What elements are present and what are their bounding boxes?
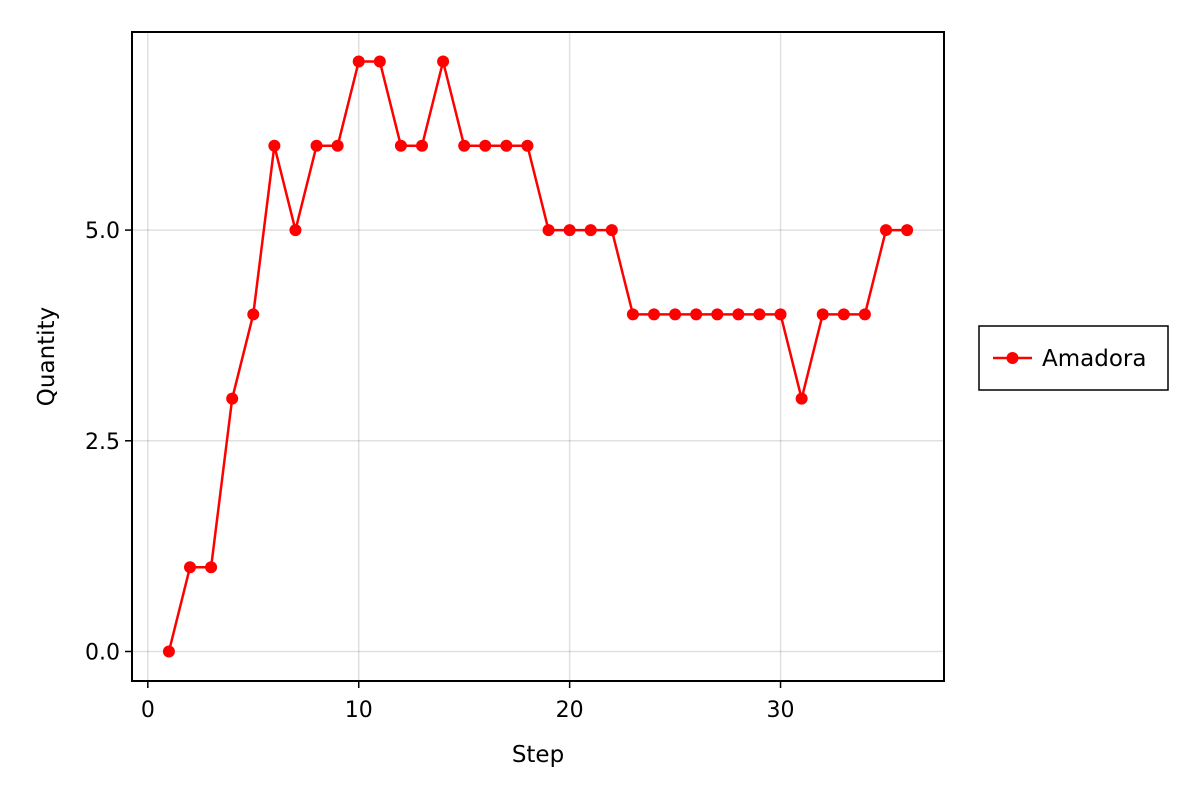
data-point <box>310 139 323 152</box>
data-point <box>394 139 407 152</box>
data-point <box>479 139 492 152</box>
legend-label: Amadora <box>1042 346 1146 372</box>
data-point <box>901 224 914 237</box>
series-points <box>162 55 914 658</box>
data-point <box>226 392 239 405</box>
y-tick-label: 0.0 <box>85 641 120 666</box>
data-point <box>268 139 281 152</box>
data-point <box>247 308 260 321</box>
axis-ticks <box>125 229 782 688</box>
y-tick-label: 5.0 <box>85 219 120 244</box>
data-point <box>711 308 724 321</box>
x-axis-tick-labels: 0 10 20 30 <box>141 698 795 723</box>
data-point <box>521 139 534 152</box>
data-point <box>584 224 597 237</box>
data-point <box>289 224 302 237</box>
data-point <box>500 139 513 152</box>
x-tick-label: 10 <box>345 698 373 723</box>
x-tick-label: 30 <box>767 698 795 723</box>
x-tick-label: 20 <box>556 698 584 723</box>
y-axis-title: Quantity <box>34 307 60 406</box>
data-point <box>542 224 555 237</box>
data-point <box>626 308 639 321</box>
data-point <box>837 308 850 321</box>
x-tick-label: 0 <box>141 698 155 723</box>
series-line <box>167 60 908 652</box>
data-point <box>437 55 450 68</box>
data-point <box>205 561 218 574</box>
data-point <box>648 308 660 321</box>
y-axis-tick-labels: 0.0 2.5 5.0 <box>85 219 120 665</box>
data-point <box>690 308 703 321</box>
data-point <box>795 392 808 405</box>
series-amadora <box>162 55 914 658</box>
data-point <box>816 308 829 321</box>
grid <box>132 32 944 681</box>
y-tick-label: 2.5 <box>85 430 120 455</box>
data-point <box>352 55 365 68</box>
data-point <box>563 224 576 237</box>
legend-marker-swatch <box>1006 352 1019 364</box>
data-point <box>416 139 428 152</box>
data-point <box>162 645 175 658</box>
data-point <box>774 308 787 321</box>
data-point <box>880 224 892 237</box>
data-point <box>373 55 386 68</box>
data-point <box>669 308 682 321</box>
x-axis-title: Step <box>512 742 564 768</box>
data-point <box>184 561 196 574</box>
data-point <box>732 308 745 321</box>
data-point <box>605 224 618 237</box>
data-point <box>858 308 871 321</box>
data-point <box>458 139 471 152</box>
data-point <box>331 139 344 152</box>
plot-area-frame <box>131 31 945 682</box>
data-point <box>753 308 766 321</box>
legend: Amadora <box>978 325 1169 391</box>
